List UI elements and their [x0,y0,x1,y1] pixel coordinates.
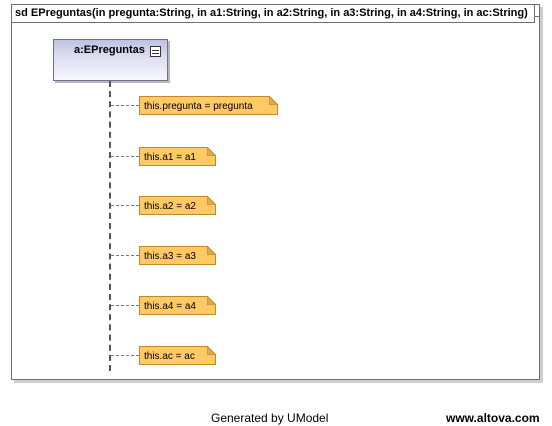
note-link [111,105,139,106]
lifeline-head[interactable]: a:EPreguntas [53,39,168,81]
note-link [111,205,139,206]
frame-title: sd EPreguntas(in pregunta:String, in a1:… [12,5,535,23]
note-a2[interactable]: this.a2 = a2 [139,196,216,215]
note-ac[interactable]: this.ac = ac [139,346,216,365]
note-fold-icon [207,147,216,156]
note-fold-icon [207,196,216,205]
generated-by-label: Generated by UModel [211,411,329,425]
note-pregunta[interactable]: this.pregunta = pregunta [139,96,278,115]
lifeline-line [109,81,111,371]
note-a4[interactable]: this.a4 = a4 [139,296,216,315]
note-fold-icon [207,246,216,255]
note-a1[interactable]: this.a1 = a1 [139,147,216,166]
sequence-diagram-frame: sd EPreguntas(in pregunta:String, in a1:… [11,4,540,380]
altova-link[interactable]: www.altova.com [446,411,540,425]
note-fold-icon [207,296,216,305]
note-link [111,305,139,306]
note-link [111,355,139,356]
class-icon [150,46,161,57]
note-link [111,156,139,157]
note-fold-icon [269,96,278,105]
note-a3[interactable]: this.a3 = a3 [139,246,216,265]
note-link [111,255,139,256]
note-fold-icon [207,346,216,355]
lifeline-name: a:EPreguntas [74,44,145,56]
